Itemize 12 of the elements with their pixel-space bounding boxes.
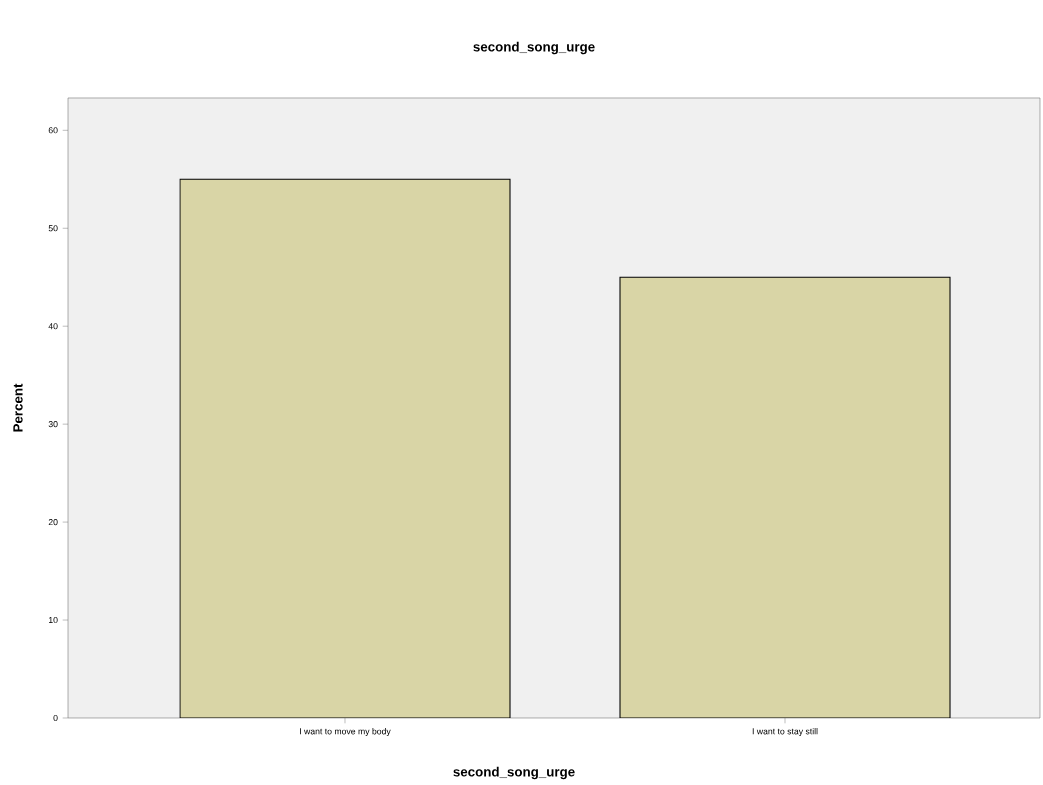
x-tick-label: I want to move my body [300, 728, 391, 737]
y-tick-label: 10 [48, 616, 58, 624]
y-tick-label: 30 [48, 421, 58, 428]
y-axis-title: Percent [13, 383, 23, 432]
x-axis-title: second_song_urge [453, 766, 575, 780]
y-tick-label: 50 [48, 225, 58, 232]
y-tick-label: 0 [53, 714, 58, 722]
y-tick-label: 40 [48, 323, 58, 330]
x-tick-label: I want to stay still [752, 728, 818, 737]
chart-title: second_song_urge [473, 41, 595, 55]
y-tick-label: 60 [48, 127, 58, 134]
y-tick-label: 20 [48, 519, 58, 526]
